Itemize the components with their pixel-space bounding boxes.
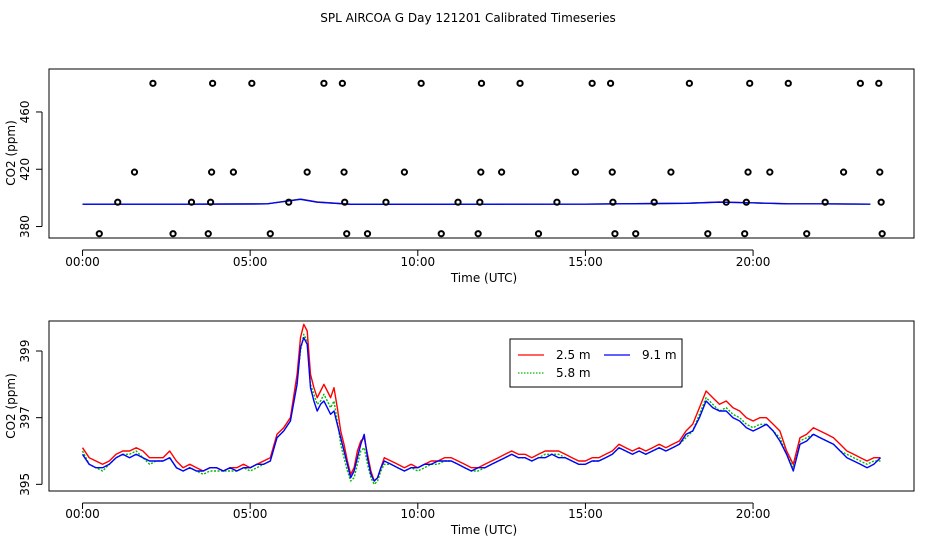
scatter-point [477, 168, 485, 176]
scatter-point [382, 198, 390, 206]
scatter-point [803, 230, 811, 238]
scatter-point [437, 230, 445, 238]
scatter-point [285, 198, 293, 206]
x-tick-label: 10:00 [401, 255, 436, 269]
x-tick-label: 15:00 [568, 255, 603, 269]
x-tick-label: 00:00 [65, 255, 100, 269]
series-line-9-1-m [82, 198, 871, 205]
series-line-9-1-m [81, 337, 881, 482]
y-tick-label: 420 [18, 158, 32, 181]
scatter-point [878, 230, 886, 238]
scatter-point [839, 168, 848, 176]
legend-label-2-5m: 2.5 m [556, 348, 591, 362]
scatter-point [229, 168, 237, 176]
x-tick-label: 15:00 [568, 507, 603, 521]
scatter-point [477, 79, 486, 87]
x-tick-label: 05:00 [233, 507, 268, 521]
scatter-point [876, 168, 884, 176]
x-axis-label: Time (UTC) [450, 523, 517, 537]
scatter-point [784, 79, 792, 87]
y-tick-label: 397 [18, 406, 32, 429]
scatter-point [341, 198, 349, 206]
x-tick-label: 10:00 [401, 507, 436, 521]
x-tick-label: 00:00 [65, 507, 100, 521]
scatter-point [746, 79, 754, 87]
x-tick-label: 20:00 [736, 507, 771, 521]
scatter-point [742, 198, 750, 206]
scatter-point [248, 79, 256, 87]
x-tick-label: 20:00 [736, 255, 771, 269]
scatter-point [667, 168, 675, 176]
scatter-point [875, 79, 883, 87]
y-tick-label: 395 [18, 473, 32, 496]
scatter-panel: 00:00 05:00 10:00 15:00 20:00 380 420 460 Time… [4, 68, 915, 285]
scatter-point [363, 230, 372, 238]
scatter-point [454, 198, 462, 206]
scatter-point [169, 230, 177, 238]
scatter-point [130, 168, 139, 176]
y-tick-label: 399 [18, 340, 32, 363]
scatter-point [856, 79, 864, 87]
scatter-point [877, 198, 885, 206]
scatter-point [766, 168, 774, 176]
scatter-point [722, 198, 730, 206]
scatter-point [553, 198, 561, 206]
legend-label-9-1m: 9.1 m [642, 348, 677, 362]
scatter-point [744, 168, 752, 176]
scatter-point [207, 198, 215, 206]
scatter-point [516, 79, 524, 87]
scatter-point [209, 79, 217, 87]
scatter-point [611, 230, 619, 238]
scatter-point [704, 230, 712, 238]
scatter-point [417, 79, 425, 87]
scatter-point [588, 79, 596, 87]
scatter-point [303, 168, 311, 176]
scatter-point [204, 230, 212, 238]
legend: 2.5 m 9.1 m 5.8 m [509, 338, 683, 388]
x-tick-label: 05:00 [233, 255, 268, 269]
scatter-point [476, 198, 484, 206]
scatter-point [187, 198, 196, 206]
y-axis-label: CO2 (ppm) [4, 373, 18, 439]
plot-frame [48, 68, 915, 239]
scatter-point [609, 198, 617, 206]
scatter-point [534, 230, 543, 238]
scatter-point [498, 168, 506, 176]
scatter-point [474, 230, 482, 238]
scatter-point [340, 168, 348, 176]
scatter-point [114, 198, 122, 206]
legend-label-5-8m: 5.8 m [556, 366, 591, 380]
y-axis-label: CO2 (ppm) [4, 120, 18, 186]
scatter-point [741, 230, 749, 238]
scatter-point [95, 230, 103, 238]
y-tick-label: 460 [18, 101, 32, 124]
line-panel: 00:00 05:00 10:00 15:00 20:00 395 397 399 Time… [4, 320, 915, 537]
scatter-point [685, 79, 693, 87]
scatter-point [821, 198, 829, 206]
scatter-point [400, 168, 408, 176]
x-axis-label: Time (UTC) [450, 271, 517, 285]
scatter-point [208, 168, 216, 176]
series-line-2-5-m [81, 323, 881, 482]
series-line-5-8-m [81, 333, 881, 485]
scatter-point [343, 230, 351, 238]
scatter-point [608, 168, 616, 176]
scatter-point [320, 79, 328, 87]
scatter-point [606, 79, 615, 87]
scatter-point [266, 230, 274, 238]
scatter-point [338, 79, 346, 87]
chart-title: SPL AIRCOA G Day 121201 Calibrated Times… [320, 11, 615, 25]
scatter-point [571, 168, 579, 176]
y-tick-label: 380 [18, 215, 32, 238]
legend-box [509, 338, 683, 388]
scatter-point [650, 198, 658, 206]
scatter-point [632, 230, 640, 238]
plot-frame [48, 320, 915, 492]
scatter-point [149, 79, 157, 87]
